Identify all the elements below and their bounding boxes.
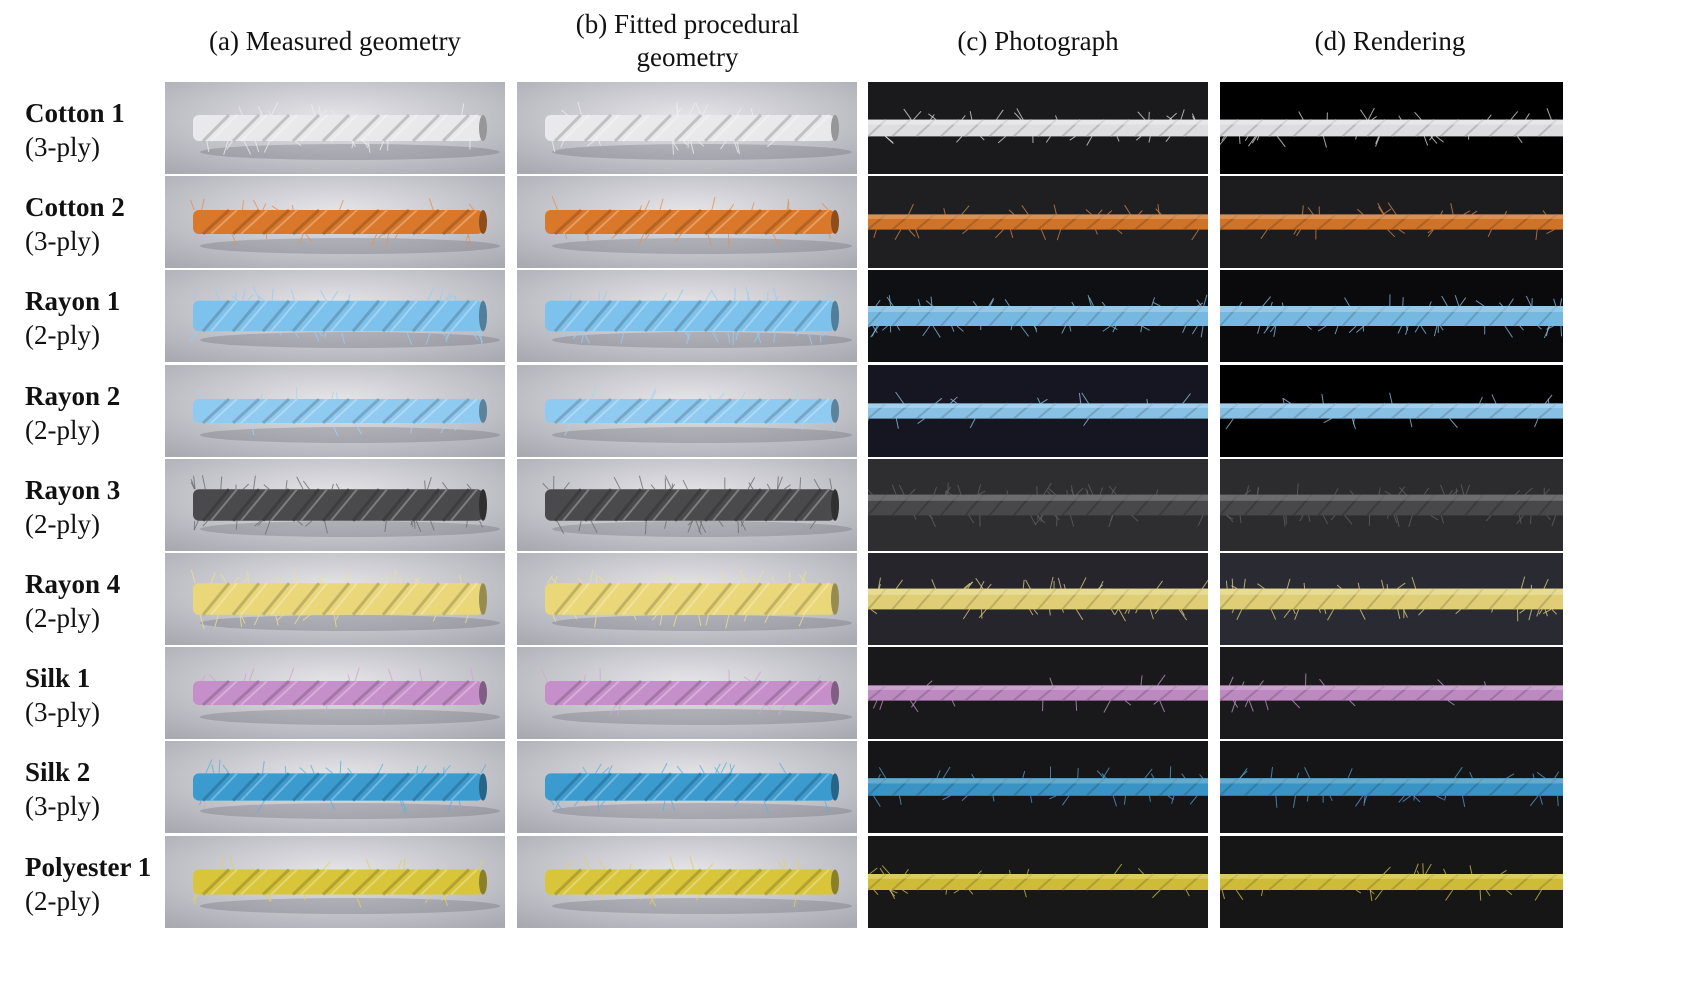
ply-count: (3-ply): [25, 791, 100, 821]
row-label: Cotton 2 (3-ply): [25, 190, 175, 258]
fitted-geometry-image: [517, 270, 857, 362]
fitted-geometry-image: [517, 741, 857, 833]
photograph-image: [868, 741, 1208, 833]
fitted-geometry-image: [517, 176, 857, 268]
measured-geometry-image: [165, 82, 505, 174]
yarn-row: Silk 1 (3-ply): [0, 647, 1686, 739]
fitted-geometry-image: [517, 365, 857, 457]
measured-geometry-image: [165, 741, 505, 833]
rendering-image: [1220, 365, 1563, 457]
column-header-fitted: (b) Fitted procedural geometry: [575, 9, 800, 72]
rendering-image: [1220, 741, 1563, 833]
row-label: Polyester 1 (2-ply): [25, 850, 175, 918]
yarn-row: Rayon 4 (2-ply): [0, 553, 1686, 645]
photograph-image: [868, 647, 1208, 739]
ply-count: (2-ply): [25, 320, 100, 350]
column-header-photograph: (c) Photograph: [957, 25, 1119, 56]
rendering-image: [1220, 836, 1563, 928]
fitted-geometry-image: [517, 553, 857, 645]
fitted-geometry-image: [517, 82, 857, 174]
measured-geometry-image: [165, 836, 505, 928]
measured-geometry-image: [165, 270, 505, 362]
fitted-geometry-image: [517, 459, 857, 551]
ply-count: (3-ply): [25, 132, 100, 162]
measured-geometry-image: [165, 176, 505, 268]
yarn-name: Silk 2: [25, 757, 91, 787]
ply-count: (3-ply): [25, 226, 100, 256]
yarn-row: Cotton 1 (3-ply): [0, 82, 1686, 174]
photograph-image: [868, 176, 1208, 268]
photograph-image: [868, 836, 1208, 928]
ply-count: (2-ply): [25, 886, 100, 916]
row-label: Rayon 3 (2-ply): [25, 473, 175, 541]
photograph-image: [868, 459, 1208, 551]
measured-geometry-image: [165, 459, 505, 551]
yarn-name: Cotton 2: [25, 192, 125, 222]
yarn-name: Rayon 4: [25, 569, 121, 599]
yarn-name: Rayon 3: [25, 475, 121, 505]
row-label: Rayon 2 (2-ply): [25, 379, 175, 447]
rendering-image: [1220, 82, 1563, 174]
column-header-measured: (a) Measured geometry: [209, 25, 461, 56]
ply-count: (3-ply): [25, 697, 100, 727]
fitted-geometry-image: [517, 836, 857, 928]
rendering-image: [1220, 553, 1563, 645]
yarn-row: Rayon 1 (2-ply): [0, 270, 1686, 362]
measured-geometry-image: [165, 647, 505, 739]
yarn-row: Silk 2 (3-ply): [0, 741, 1686, 833]
row-label: Silk 1 (3-ply): [25, 661, 175, 729]
row-label: Silk 2 (3-ply): [25, 755, 175, 823]
measured-geometry-image: [165, 365, 505, 457]
yarn-row: Cotton 2 (3-ply): [0, 176, 1686, 268]
yarn-name: Polyester 1: [25, 852, 152, 882]
row-label: Rayon 4 (2-ply): [25, 567, 175, 635]
photograph-image: [868, 553, 1208, 645]
yarn-row: Polyester 1 (2-ply): [0, 836, 1686, 928]
ply-count: (2-ply): [25, 509, 100, 539]
yarn-name: Rayon 2: [25, 381, 121, 411]
rendering-image: [1220, 459, 1563, 551]
measured-geometry-image: [165, 553, 505, 645]
ply-count: (2-ply): [25, 603, 100, 633]
yarn-row: Rayon 2 (2-ply): [0, 365, 1686, 457]
yarn-name: Rayon 1: [25, 286, 121, 316]
photograph-image: [868, 270, 1208, 362]
photograph-image: [868, 365, 1208, 457]
rendering-image: [1220, 176, 1563, 268]
ply-count: (2-ply): [25, 415, 100, 445]
rendering-image: [1220, 647, 1563, 739]
photograph-image: [868, 82, 1208, 174]
column-header-rendering: (d) Rendering: [1314, 25, 1466, 56]
yarn-name: Silk 1: [25, 663, 91, 693]
column-header-row: (a) Measured geometry (b) Fitted procedu…: [0, 0, 1686, 82]
yarn-row: Rayon 3 (2-ply): [0, 459, 1686, 551]
rendering-image: [1220, 270, 1563, 362]
row-label: Rayon 1 (2-ply): [25, 284, 175, 352]
row-label: Cotton 1 (3-ply): [25, 96, 175, 164]
fitted-geometry-image: [517, 647, 857, 739]
yarn-name: Cotton 1: [25, 98, 125, 128]
